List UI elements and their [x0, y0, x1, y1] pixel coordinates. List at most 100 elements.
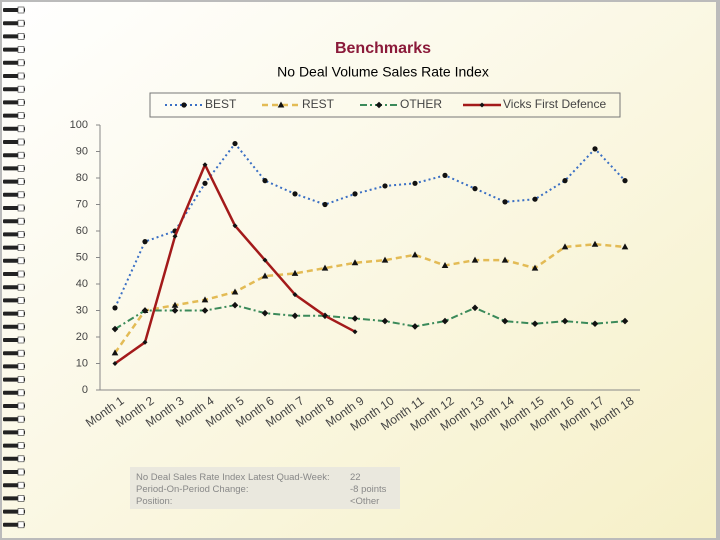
binder-hole — [17, 165, 25, 172]
data-point — [112, 305, 118, 311]
binder-hole — [17, 59, 25, 67]
binder-hole — [17, 244, 25, 251]
binder-hole — [17, 138, 25, 146]
data-point — [171, 307, 179, 314]
data-point — [621, 243, 629, 250]
data-point — [231, 301, 239, 309]
binder-hole — [17, 151, 25, 159]
data-point — [141, 307, 149, 314]
info-value: -8 points — [350, 484, 387, 495]
data-point — [261, 272, 269, 279]
binder-hole — [17, 402, 25, 410]
binder-hole — [17, 19, 25, 27]
data-point — [231, 288, 239, 295]
binder-hole — [17, 495, 25, 502]
binder-hole — [17, 389, 25, 397]
binder-hole — [17, 468, 25, 476]
data-point — [441, 317, 449, 325]
data-point — [411, 323, 419, 330]
data-point — [291, 312, 299, 320]
data-point — [622, 178, 628, 184]
binder-hole — [17, 231, 25, 238]
series-line — [113, 243, 626, 354]
binder-hole — [17, 336, 25, 344]
data-point — [321, 264, 329, 271]
binder-hole — [17, 455, 25, 463]
data-point — [262, 178, 268, 184]
data-point — [111, 349, 119, 356]
y-tick-label: 60 — [76, 225, 88, 237]
data-point — [472, 186, 478, 192]
data-point — [262, 257, 268, 263]
binder-hole — [17, 72, 25, 80]
data-point — [292, 292, 298, 298]
data-point — [202, 162, 208, 168]
data-point — [411, 251, 419, 258]
info-box: No Deal Sales Rate Index Latest Quad-Wee… — [130, 467, 400, 509]
y-tick-label: 90 — [76, 145, 88, 157]
data-point — [202, 180, 208, 186]
binder-hole — [17, 323, 25, 331]
data-point — [232, 223, 238, 229]
y-tick-label: 100 — [70, 119, 88, 131]
data-point — [291, 269, 299, 276]
binder-hole — [17, 257, 25, 265]
binder-hole — [17, 33, 25, 40]
legend-label: Vicks First Defence — [503, 97, 606, 111]
data-point — [532, 196, 538, 202]
chart-title: Benchmarks — [335, 40, 431, 57]
info-value: <Other — [350, 496, 380, 507]
legend-box — [149, 92, 621, 118]
data-point — [531, 320, 539, 328]
y-tick-label: 0 — [82, 384, 88, 396]
data-point — [201, 307, 209, 314]
legend-label: OTHER — [400, 97, 442, 111]
y-tick-label: 20 — [76, 331, 88, 343]
data-point — [502, 199, 508, 205]
binder-hole — [17, 99, 25, 106]
info-value: 22 — [350, 472, 361, 483]
data-point — [479, 102, 485, 108]
info-label: Period-On-Period Change: — [136, 484, 249, 495]
series-line — [114, 142, 626, 309]
binder-hole — [17, 191, 25, 199]
binder — [3, 6, 25, 529]
data-point — [591, 240, 599, 247]
y-tick-label: 70 — [76, 198, 88, 210]
y-tick-label: 80 — [76, 172, 88, 184]
data-point — [352, 191, 358, 197]
data-point — [381, 317, 389, 325]
binder-hole — [17, 270, 25, 278]
data-point — [171, 301, 179, 308]
data-point — [322, 313, 328, 319]
data-point — [412, 180, 418, 186]
data-point — [591, 320, 599, 328]
y-tick-label: 50 — [76, 251, 88, 263]
data-point — [172, 233, 178, 239]
binder-hole — [17, 283, 25, 291]
binder-hole — [17, 481, 25, 489]
binder-hole — [17, 112, 25, 119]
data-point — [561, 243, 569, 250]
data-point — [382, 183, 388, 189]
binder-hole — [17, 6, 25, 14]
data-point — [531, 264, 539, 271]
binder-hole — [17, 442, 25, 449]
binder-hole — [17, 46, 25, 53]
series-line — [114, 304, 626, 330]
binder-hole — [17, 521, 25, 529]
binder-hole — [17, 429, 25, 436]
data-point — [232, 140, 238, 147]
data-point — [621, 317, 629, 325]
binder-hole — [17, 297, 25, 304]
data-point — [381, 256, 389, 263]
data-point — [292, 191, 298, 197]
data-point — [562, 178, 568, 184]
data-point — [277, 101, 285, 108]
data-point — [561, 317, 569, 325]
data-point — [111, 325, 119, 333]
data-point — [352, 329, 358, 335]
data-point — [351, 315, 359, 322]
